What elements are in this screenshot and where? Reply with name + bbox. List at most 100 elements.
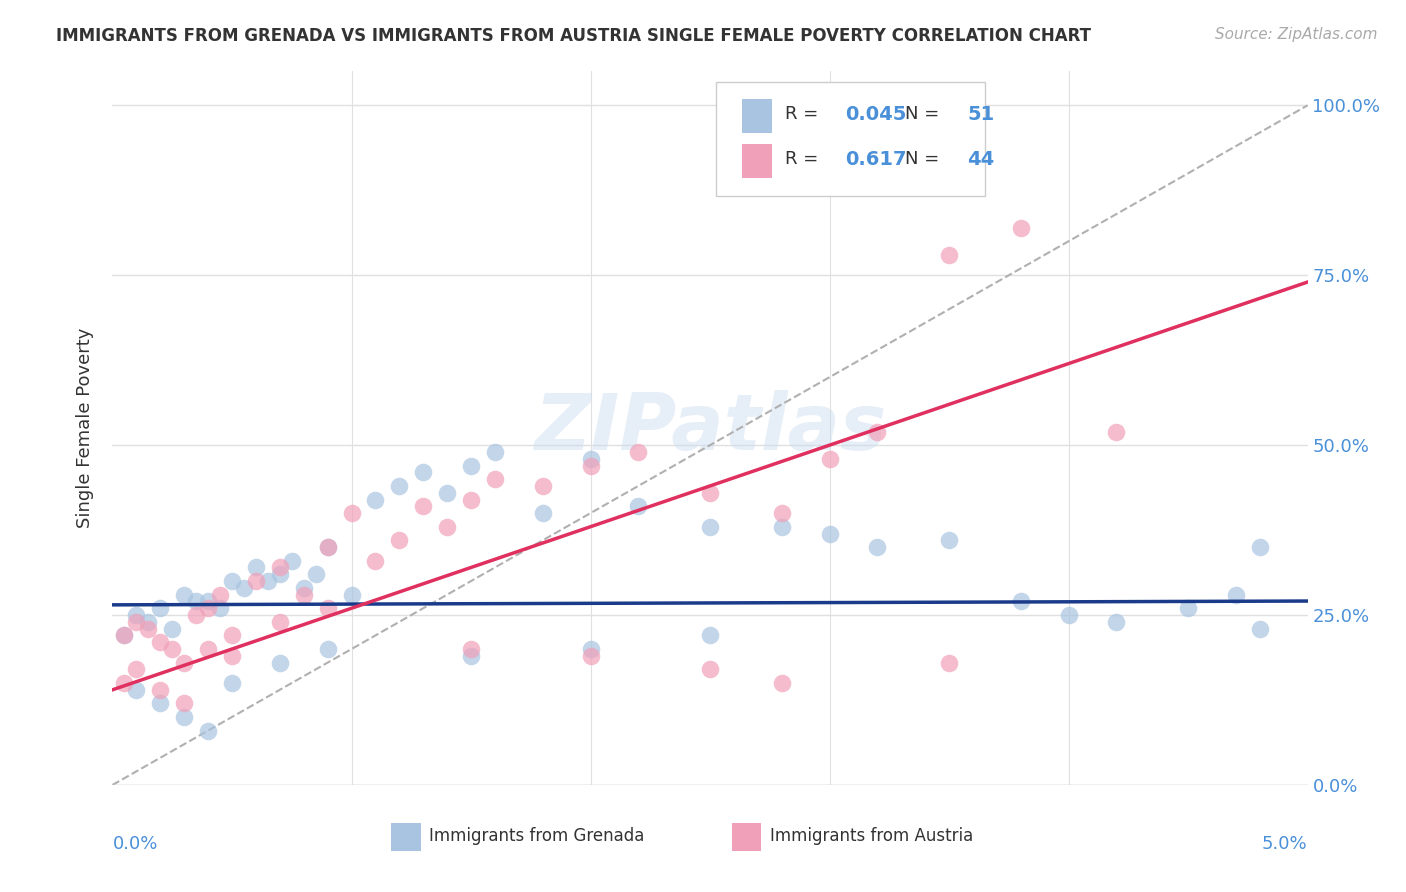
Point xyxy=(269,560,291,574)
Point xyxy=(186,608,208,623)
FancyBboxPatch shape xyxy=(391,823,420,851)
Point xyxy=(292,588,315,602)
Point xyxy=(138,622,160,636)
Point xyxy=(221,676,243,690)
Point xyxy=(866,425,889,439)
Point xyxy=(770,676,793,690)
Point xyxy=(866,540,889,554)
Point xyxy=(412,500,434,514)
Point xyxy=(245,560,267,574)
Point xyxy=(1105,615,1128,629)
Point xyxy=(197,723,219,738)
Point xyxy=(938,533,960,548)
Point xyxy=(269,615,291,629)
Text: 44: 44 xyxy=(967,150,994,169)
Point xyxy=(460,492,482,507)
Point xyxy=(460,642,482,657)
Point xyxy=(186,594,208,608)
Point xyxy=(699,519,721,533)
Point xyxy=(388,533,411,548)
Point xyxy=(114,628,135,642)
Point xyxy=(1249,540,1271,554)
Point xyxy=(197,594,219,608)
Point xyxy=(125,608,148,623)
Point xyxy=(1057,608,1080,623)
Point xyxy=(162,622,183,636)
Point xyxy=(305,567,328,582)
Point xyxy=(460,458,482,473)
Point xyxy=(818,451,841,466)
Text: Source: ZipAtlas.com: Source: ZipAtlas.com xyxy=(1215,27,1378,42)
Point xyxy=(484,445,506,459)
Point xyxy=(149,601,172,615)
Point xyxy=(125,615,148,629)
FancyBboxPatch shape xyxy=(731,823,762,851)
Point xyxy=(699,628,721,642)
Text: Immigrants from Grenada: Immigrants from Grenada xyxy=(429,828,644,846)
Point xyxy=(233,581,256,595)
Point xyxy=(197,642,219,657)
Point xyxy=(316,540,339,554)
Point xyxy=(173,588,195,602)
Point xyxy=(197,601,219,615)
Point xyxy=(818,526,841,541)
Text: 0.617: 0.617 xyxy=(845,150,907,169)
Point xyxy=(531,506,554,520)
Point xyxy=(1010,594,1032,608)
Text: 51: 51 xyxy=(967,104,994,124)
Text: ZIPatlas: ZIPatlas xyxy=(534,390,886,467)
Point xyxy=(1010,220,1032,235)
Point xyxy=(1225,588,1247,602)
Point xyxy=(316,540,339,554)
Point xyxy=(579,648,602,663)
Point xyxy=(699,662,721,676)
Point xyxy=(627,500,650,514)
Point xyxy=(1105,425,1128,439)
FancyBboxPatch shape xyxy=(716,82,986,196)
Text: 0.045: 0.045 xyxy=(845,104,907,124)
Point xyxy=(531,479,554,493)
Point xyxy=(316,601,339,615)
Point xyxy=(388,479,411,493)
Point xyxy=(436,519,458,533)
Text: R =: R = xyxy=(786,105,824,123)
Point xyxy=(162,642,183,657)
Text: IMMIGRANTS FROM GRENADA VS IMMIGRANTS FROM AUSTRIA SINGLE FEMALE POVERTY CORRELA: IMMIGRANTS FROM GRENADA VS IMMIGRANTS FR… xyxy=(56,27,1091,45)
Point xyxy=(125,682,148,697)
Text: Immigrants from Austria: Immigrants from Austria xyxy=(770,828,973,846)
Point xyxy=(257,574,280,588)
Point xyxy=(269,567,291,582)
Point xyxy=(316,642,339,657)
Text: R =: R = xyxy=(786,150,830,168)
Point xyxy=(281,554,304,568)
Point xyxy=(938,656,960,670)
Point xyxy=(579,642,602,657)
FancyBboxPatch shape xyxy=(742,99,772,134)
Point xyxy=(149,635,172,649)
Point xyxy=(579,451,602,466)
Point xyxy=(627,445,650,459)
Point xyxy=(460,648,482,663)
Point xyxy=(364,492,387,507)
Point xyxy=(340,506,363,520)
Point xyxy=(114,628,135,642)
Point xyxy=(138,615,160,629)
Point xyxy=(1177,601,1199,615)
Text: 0.0%: 0.0% xyxy=(112,835,157,853)
Point xyxy=(364,554,387,568)
Point xyxy=(484,472,506,486)
Point xyxy=(770,506,793,520)
Point xyxy=(209,601,232,615)
Text: 5.0%: 5.0% xyxy=(1263,835,1308,853)
Point xyxy=(173,697,195,711)
Point xyxy=(114,676,135,690)
Point xyxy=(579,458,602,473)
Point xyxy=(221,628,243,642)
Point xyxy=(292,581,315,595)
Point xyxy=(173,710,195,724)
Point xyxy=(149,697,172,711)
Point xyxy=(245,574,267,588)
Point xyxy=(125,662,148,676)
Text: N =: N = xyxy=(905,105,945,123)
Point xyxy=(1249,622,1271,636)
